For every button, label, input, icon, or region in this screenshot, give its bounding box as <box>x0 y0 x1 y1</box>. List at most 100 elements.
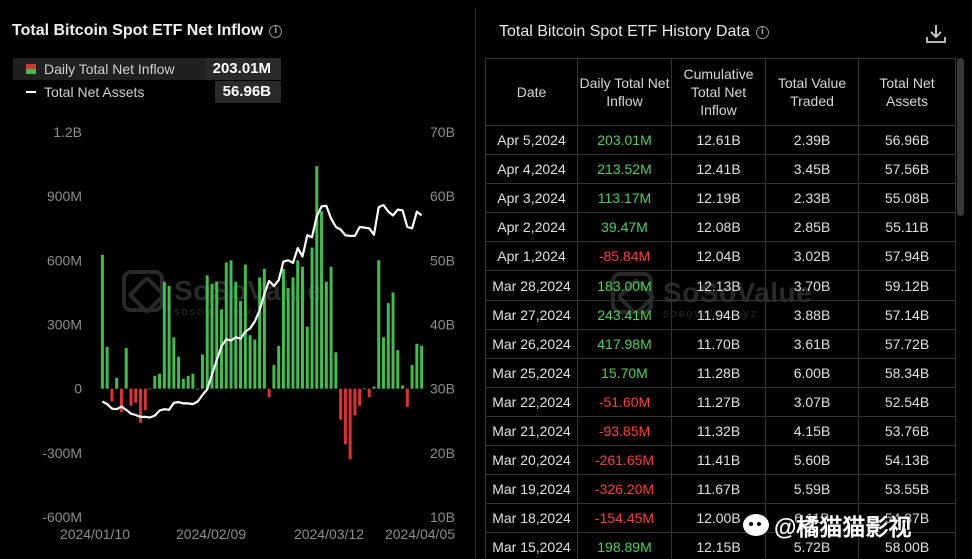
table-row[interactable]: Mar 19,2024 -326.20M 11.67B 5.59B 53.55B <box>485 474 956 505</box>
bar-65[interactable] <box>410 365 414 389</box>
bar-14[interactable] <box>167 286 171 389</box>
table-row[interactable]: Apr 4,2024 213.52M 12.41B 3.45B 57.56B <box>485 154 956 185</box>
bar-39[interactable] <box>286 288 290 389</box>
bar-1[interactable] <box>105 346 109 389</box>
bar-21[interactable] <box>200 354 204 389</box>
history-table-container[interactable]: Date Daily Total Net Inflow Cumulative T… <box>485 58 964 559</box>
bar-3[interactable] <box>115 377 119 389</box>
bar-67[interactable] <box>420 345 424 389</box>
bar-2[interactable] <box>110 388 114 402</box>
signature-watermark: @橘猫猫影视 <box>743 508 911 542</box>
bar-23[interactable] <box>210 283 214 389</box>
table-row[interactable]: Mar 27,2024 243.41M 11.94B 3.88B 57.14B <box>485 299 956 330</box>
table-row[interactable]: Mar 26,2024 417.98M 11.70B 3.61B 57.72B <box>485 328 956 359</box>
bar-55[interactable] <box>362 388 366 390</box>
bar-42[interactable] <box>301 266 304 389</box>
bar-12[interactable] <box>158 373 162 389</box>
table-row[interactable]: Mar 15,2024 198.89M 12.15B 5.72B 58.00B <box>485 532 956 559</box>
chart-plot[interactable]: 1.2B 900M 600M 300M 0 -300M -600M 70B 60B 50B 40B… <box>0 0 474 559</box>
table-row[interactable]: Mar 20,2024 -261.65M 11.41B 5.60B 54.13B <box>485 445 956 476</box>
table-row[interactable]: Mar 22,2024 -51.60M 11.27B 3.07B 52.54B <box>485 386 956 417</box>
bar-63[interactable] <box>401 385 405 389</box>
bar-11[interactable] <box>153 375 157 389</box>
bar-53[interactable] <box>353 388 357 416</box>
bar-59[interactable] <box>382 337 385 389</box>
bar-56[interactable] <box>367 388 371 398</box>
net-assets-line[interactable] <box>101 204 423 419</box>
bar-16[interactable] <box>177 356 181 389</box>
bar-10[interactable] <box>148 388 152 390</box>
bar-18[interactable] <box>186 375 190 389</box>
header-cumulative-inflow[interactable]: Cumulative Total Net Inflow <box>671 58 766 126</box>
bar-0[interactable] <box>100 254 104 389</box>
bar-57[interactable] <box>372 386 376 389</box>
bar-43[interactable] <box>305 326 309 389</box>
download-button[interactable] <box>924 22 948 46</box>
bar-26[interactable] <box>224 262 228 389</box>
bar-28[interactable] <box>234 281 238 389</box>
bar-41[interactable] <box>296 260 300 389</box>
bar-36[interactable] <box>272 365 276 389</box>
table-row[interactable]: Mar 25,2024 15.70M 11.28B 6.00B 58.34B <box>485 357 956 388</box>
cell-daily-inflow: -85.84M <box>577 241 672 272</box>
bar-44[interactable] <box>310 247 314 389</box>
bar-5[interactable] <box>124 348 128 389</box>
header-value-traded[interactable]: Total Value Traded <box>765 58 859 126</box>
bar-35[interactable] <box>267 388 271 398</box>
table-scrollbar[interactable] <box>957 58 964 216</box>
bar-6[interactable] <box>129 388 133 406</box>
bar-22[interactable] <box>205 275 209 389</box>
bar-52[interactable] <box>348 388 352 460</box>
bar-46[interactable] <box>320 211 324 389</box>
bar-30[interactable] <box>243 264 247 389</box>
bar-31[interactable] <box>248 335 252 389</box>
cell-daily-inflow: 417.98M <box>577 328 672 359</box>
bar-58[interactable] <box>377 260 381 389</box>
bar-61[interactable] <box>391 292 395 389</box>
header-net-assets[interactable]: Total Net Assets <box>858 58 956 126</box>
bar-24[interactable] <box>215 281 219 389</box>
bar-62[interactable] <box>396 350 400 389</box>
bar-49[interactable] <box>334 352 338 389</box>
bar-38[interactable] <box>281 268 285 389</box>
table-row[interactable]: Apr 5,2024 203.01M 12.61B 2.39B 56.96B <box>485 124 956 156</box>
header-date[interactable]: Date <box>485 58 578 126</box>
bar-7[interactable] <box>134 388 138 403</box>
legend-item-inflow[interactable]: Daily Total Net Inflow 203.01M <box>13 58 281 80</box>
legend-item-assets[interactable]: Total Net Assets 56.96B <box>13 81 281 103</box>
bar-13[interactable] <box>162 281 166 389</box>
bar-20[interactable] <box>196 388 200 390</box>
info-icon[interactable]: i <box>755 26 769 39</box>
bar-51[interactable] <box>343 388 347 445</box>
cell-value-traded: 4.15B <box>765 415 859 447</box>
header-daily-inflow[interactable]: Daily Total Net Inflow <box>577 58 672 126</box>
bar-4[interactable] <box>119 388 123 413</box>
info-icon[interactable]: i <box>269 25 283 38</box>
bar-37[interactable] <box>277 345 281 389</box>
bar-33[interactable] <box>258 277 262 389</box>
bar-34[interactable] <box>262 268 266 389</box>
bar-29[interactable] <box>239 300 243 389</box>
bar-9[interactable] <box>143 388 147 411</box>
bar-15[interactable] <box>172 337 176 389</box>
table-row[interactable]: Mar 21,2024 -93.85M 11.32B 4.15B 53.76B <box>485 415 956 447</box>
bar-50[interactable] <box>339 388 343 420</box>
bar-54[interactable] <box>358 388 362 406</box>
bar-8[interactable] <box>139 388 142 423</box>
bar-40[interactable] <box>291 277 295 389</box>
table-row[interactable]: Apr 3,2024 113.17M 12.19B 2.33B 55.08B <box>485 183 956 214</box>
bar-60[interactable] <box>386 303 390 389</box>
bar-64[interactable] <box>405 388 409 407</box>
bar-45[interactable] <box>315 166 319 389</box>
bar-17[interactable] <box>181 379 185 389</box>
cell-cumulative-inflow: 12.15B <box>671 532 766 559</box>
bar-47[interactable] <box>324 281 328 389</box>
bar-32[interactable] <box>253 339 257 389</box>
table-row[interactable]: Mar 28,2024 183.00M 12.13B 3.70B 59.12B <box>485 270 956 301</box>
bar-66[interactable] <box>415 343 419 389</box>
table-row[interactable]: Apr 1,2024 -85.84M 12.04B 3.02B 57.94B <box>485 241 956 272</box>
bar-27[interactable] <box>229 260 233 389</box>
bar-19[interactable] <box>191 373 195 389</box>
table-row[interactable]: Apr 2,2024 39.47M 12.08B 2.85B 55.11B <box>485 212 956 243</box>
bar-48[interactable] <box>329 266 333 389</box>
